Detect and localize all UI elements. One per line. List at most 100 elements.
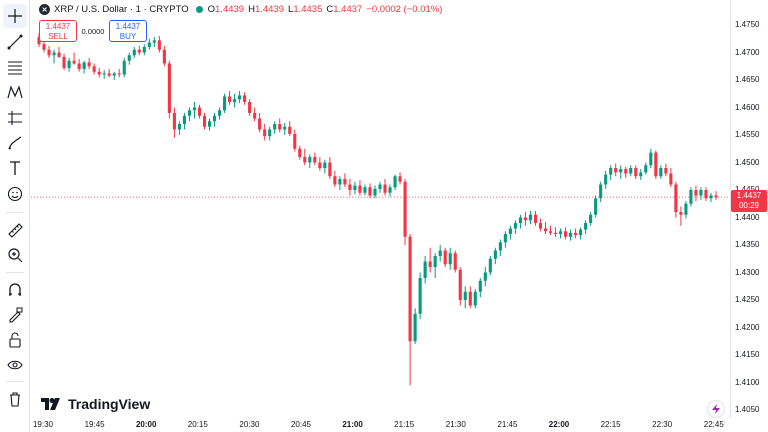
candle — [408, 234, 412, 386]
candle — [258, 113, 262, 133]
candle — [654, 150, 658, 179]
trash-icon[interactable] — [3, 387, 27, 411]
candle — [373, 185, 377, 199]
unlock-icon[interactable] — [3, 328, 27, 352]
trendline-icon[interactable] — [3, 30, 27, 54]
candle — [564, 227, 568, 240]
candle — [107, 69, 111, 78]
candle — [418, 272, 422, 320]
candle — [709, 192, 713, 203]
candle — [614, 163, 618, 177]
price-tick-label: 1.4750 — [735, 20, 760, 29]
candle — [47, 45, 51, 58]
candle — [233, 93, 237, 108]
candle — [308, 154, 312, 168]
price-axis[interactable]: 1.4750 1.4700 1.4650 1.4600 1.4550 1.4500 1.44… — [730, 0, 768, 418]
candle — [172, 107, 176, 138]
time-tick-label: 21:00 — [342, 420, 363, 429]
price-tick-label: 1.4100 — [735, 377, 760, 387]
time-tick-label: 21:45 — [497, 420, 518, 429]
candle — [42, 41, 46, 53]
price-plot[interactable] — [31, 0, 730, 418]
candle — [343, 173, 347, 188]
candle — [428, 247, 432, 273]
candle — [202, 113, 207, 130]
candle — [413, 308, 417, 344]
close-label: C — [326, 4, 334, 15]
lock-drawing-icon[interactable] — [3, 303, 27, 327]
candle — [684, 201, 688, 219]
time-axis[interactable]: 19:30 19:45 20:00 20:15 20:30 20:45 21:00 21:15… — [31, 418, 730, 432]
candle — [212, 113, 217, 127]
sell-button[interactable]: 1.4437 SELL — [39, 20, 77, 42]
buy-label: BUY — [119, 32, 137, 41]
candle — [513, 220, 517, 234]
time-tick-label: 22:45 — [703, 420, 724, 429]
market-status-icon — [195, 6, 203, 13]
buy-button[interactable]: 1.4437 BUY — [109, 20, 147, 42]
candle — [273, 121, 277, 134]
candle — [177, 121, 181, 135]
candle — [649, 148, 653, 168]
candle — [263, 124, 267, 141]
price-tick-label: 1.4300 — [735, 267, 760, 277]
candle — [72, 52, 76, 65]
change-value: −0.0002 (−0.01%) — [366, 4, 443, 15]
candle — [558, 228, 563, 239]
candle — [599, 181, 603, 203]
candle — [137, 45, 141, 56]
chart-area[interactable]: ✕ XRP / U.S. Dollar · 1 · CRYPTO O 1.4439… — [31, 0, 768, 432]
eye-icon[interactable] — [3, 353, 27, 377]
open-value: 1.4439 — [215, 4, 245, 15]
pattern-icon[interactable] — [3, 80, 27, 104]
candle — [523, 212, 527, 226]
candle — [97, 67, 101, 78]
tradingview-logo-icon — [41, 398, 60, 410]
candle — [538, 218, 543, 232]
candle — [338, 176, 342, 190]
price-tick-label: 1.4050 — [735, 405, 760, 414]
candle — [453, 250, 457, 273]
time-tick-label: 19:45 — [84, 420, 105, 429]
tradingview-logo[interactable]: TradingView — [41, 396, 150, 412]
candle — [57, 47, 61, 58]
candle — [127, 52, 131, 65]
candle — [117, 69, 121, 78]
spread-value: 0.0000 — [81, 26, 105, 36]
symbol-name[interactable]: XRP / U.S. Dollar · 1 · CRYPTO — [54, 4, 189, 15]
candle — [569, 229, 573, 241]
brush-icon[interactable] — [3, 131, 27, 155]
time-tick-label: 22:15 — [600, 420, 621, 429]
price-tick-label: 1.4350 — [735, 240, 760, 249]
text-icon[interactable] — [3, 156, 27, 180]
close-value: 1.4437 — [333, 4, 363, 15]
crosshair-icon[interactable] — [3, 4, 27, 28]
current-price-tag: 1.4437 00:29 — [731, 190, 767, 212]
candle — [52, 49, 56, 64]
time-tick-label: 20:45 — [290, 420, 312, 429]
candle — [348, 179, 352, 196]
candle — [498, 239, 502, 256]
candle — [157, 36, 161, 53]
symbol-legend: ✕ XRP / U.S. Dollar · 1 · CRYPTO O 1.4439… — [39, 4, 442, 15]
candle — [162, 45, 166, 67]
candle — [82, 60, 86, 74]
magnet-icon[interactable] — [3, 278, 27, 302]
candle — [182, 113, 186, 130]
trade-panel: 1.4437 SELL 0.0000 1.4437 BUY — [39, 20, 147, 42]
prediction-icon[interactable] — [3, 106, 27, 130]
lightning-icon[interactable] — [707, 400, 725, 418]
candle — [112, 71, 116, 80]
time-tick-label: 22:30 — [652, 420, 673, 429]
time-tick-label: 21:30 — [445, 420, 466, 429]
candle — [594, 195, 598, 218]
candle — [468, 286, 472, 309]
high-label: H — [248, 4, 255, 15]
zoom-icon[interactable] — [3, 243, 27, 267]
candle — [303, 148, 307, 166]
fib-icon[interactable] — [3, 55, 27, 79]
emoji-icon[interactable] — [3, 182, 27, 206]
ruler-icon[interactable] — [3, 218, 27, 242]
candle — [503, 231, 507, 248]
candle — [423, 256, 427, 284]
